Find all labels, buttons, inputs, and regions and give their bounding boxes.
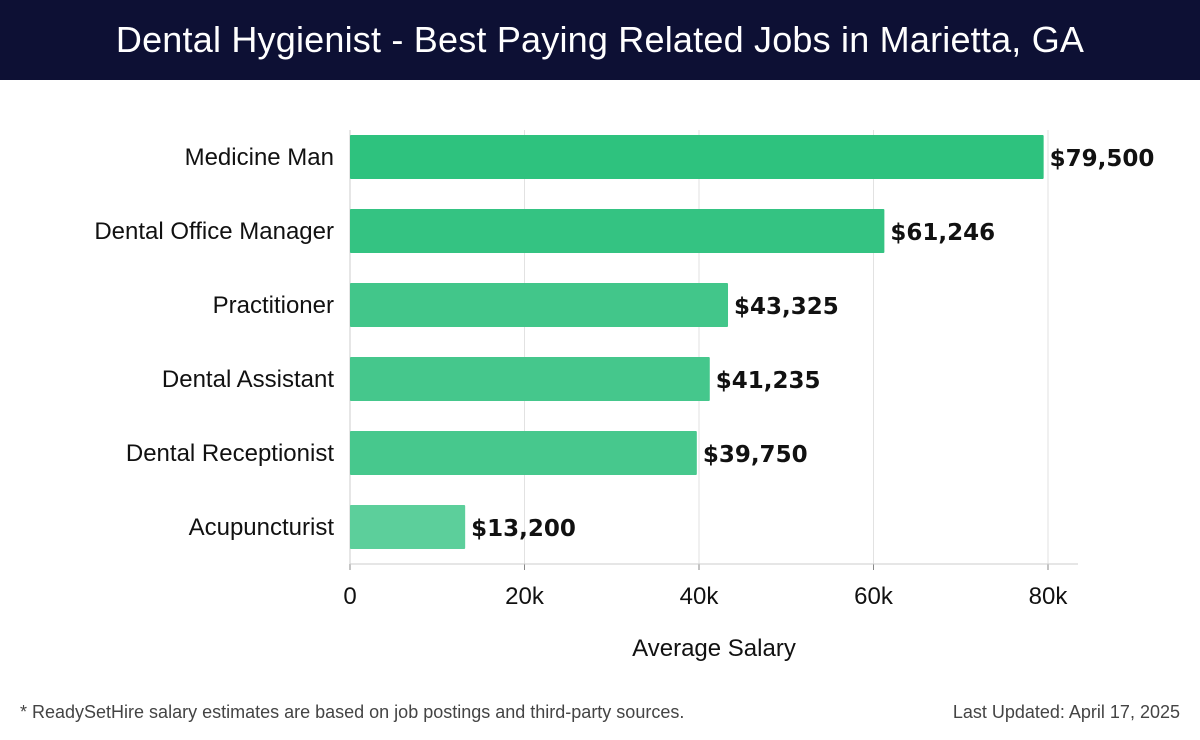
value-label: $13,200 — [471, 516, 576, 542]
bars-layer — [350, 135, 1044, 549]
page-title: Dental Hygienist - Best Paying Related J… — [115, 19, 1085, 60]
footer-note: * ReadySetHire salary estimates are base… — [20, 702, 685, 722]
grid-layer — [349, 130, 1078, 570]
category-label: Medicine Man — [185, 144, 334, 171]
value-label: $43,325 — [734, 294, 839, 320]
labels-layer: Medicine Man $79,500 Dental Office Manager… — [94, 144, 1154, 542]
x-tick-label: 20k — [505, 583, 545, 610]
last-updated: Last Updated: April 17, 2025 — [952, 702, 1180, 722]
chart-header: Dental Hygienist - Best Paying Related J… — [0, 0, 1200, 80]
salary-bar-chart: Medicine Man $79,500 Dental Office Manager… — [94, 130, 1154, 662]
bar-dental-assistant — [350, 357, 710, 401]
category-label: Acupuncturist — [189, 514, 335, 541]
category-label: Dental Assistant — [162, 366, 334, 393]
category-label: Dental Office Manager — [94, 218, 334, 245]
category-label: Dental Receptionist — [126, 440, 334, 467]
axis-layer: Average Salary 0 20k 40k 60k 80k — [343, 583, 1068, 662]
value-label: $39,750 — [703, 442, 808, 468]
value-label: $41,235 — [716, 368, 821, 394]
bar-medicine-man — [350, 135, 1044, 179]
x-tick-label: 80k — [1029, 583, 1069, 610]
bar-practitioner — [350, 283, 729, 327]
x-axis-title: Average Salary — [632, 635, 796, 662]
x-tick-label: 0 — [343, 583, 356, 610]
x-tick-label: 40k — [680, 583, 720, 610]
bar-dental-office-manager — [350, 209, 885, 253]
category-label: Practitioner — [213, 292, 334, 319]
bar-dental-receptionist — [350, 431, 697, 475]
bar-acupuncturist — [350, 505, 466, 549]
value-label: $61,246 — [890, 220, 995, 246]
value-label: $79,500 — [1050, 146, 1155, 172]
x-tick-label: 60k — [854, 583, 894, 610]
